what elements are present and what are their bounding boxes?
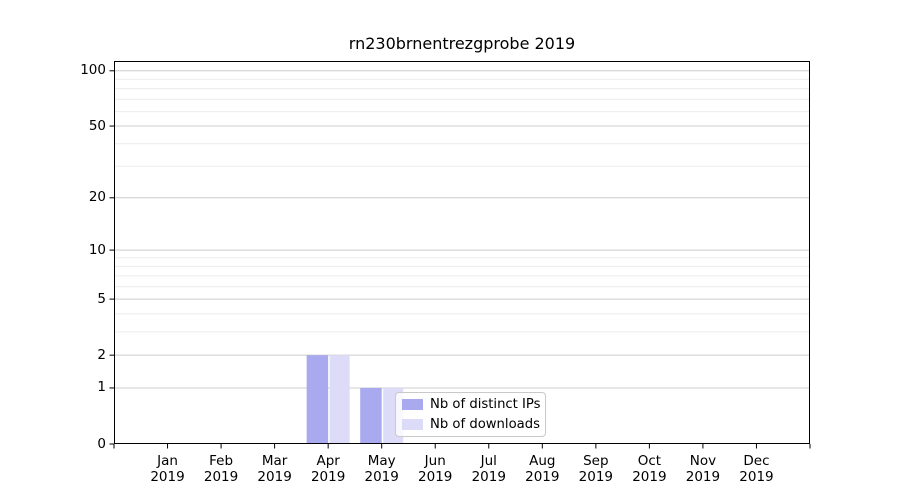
x-tick-year: 2019 xyxy=(257,469,292,485)
x-tick-label: Dec 2019 xyxy=(724,453,788,485)
legend-label-distinct-ips: Nb of distinct IPs xyxy=(430,397,541,413)
y-tick-label: 50 xyxy=(88,117,106,134)
x-tick-month: Aug xyxy=(529,453,556,469)
x-tick-year: 2019 xyxy=(739,469,774,485)
x-tick-year: 2019 xyxy=(471,469,506,485)
x-tick-label: Sep 2019 xyxy=(564,453,628,485)
x-tick-label: Jul 2019 xyxy=(457,453,521,485)
legend-swatch-distinct-ips xyxy=(402,399,423,411)
x-tick-label: Jun 2019 xyxy=(403,453,467,485)
x-tick-month: Nov xyxy=(689,453,717,469)
x-tick-year: 2019 xyxy=(632,469,667,485)
x-tick-year: 2019 xyxy=(203,469,239,485)
x-tick-month: Dec xyxy=(743,453,770,469)
x-tick-label: Oct 2019 xyxy=(617,453,681,485)
legend-item-downloads: Nb of downloads xyxy=(402,416,540,434)
x-tick-year: 2019 xyxy=(685,469,721,485)
x-tick-month: Feb xyxy=(209,453,234,469)
y-tick-label: 5 xyxy=(97,290,106,307)
bar-distinct-ips xyxy=(360,387,382,444)
x-tick-month: Mar xyxy=(261,453,288,469)
legend: Nb of distinct IPs Nb of downloads xyxy=(395,392,546,437)
y-tick-label: 1 xyxy=(97,379,106,396)
bar-distinct-ips xyxy=(306,355,329,444)
legend-label-downloads: Nb of downloads xyxy=(430,416,540,432)
bar-downloads xyxy=(329,355,350,444)
x-tick-month: Sep xyxy=(583,453,609,469)
plot-border xyxy=(114,61,810,444)
legend-item-distinct-ips: Nb of distinct IPs xyxy=(402,396,541,414)
x-tick-label: Nov 2019 xyxy=(671,453,735,485)
x-tick-year: 2019 xyxy=(418,469,453,485)
x-tick-year: 2019 xyxy=(150,469,185,485)
y-tick-label: 0 xyxy=(97,435,106,452)
x-tick-label: May 2019 xyxy=(350,453,414,485)
x-tick-label: Apr 2019 xyxy=(296,453,360,485)
x-tick-label: Feb 2019 xyxy=(189,453,253,485)
x-tick-label: Mar 2019 xyxy=(243,453,307,485)
y-tick-label: 100 xyxy=(80,62,106,79)
x-tick-month: Jan xyxy=(157,453,178,469)
y-tick-label: 10 xyxy=(88,241,106,258)
x-tick-year: 2019 xyxy=(578,469,614,485)
x-tick-year: 2019 xyxy=(364,469,399,485)
x-tick-month: Jul xyxy=(480,453,497,469)
x-tick-year: 2019 xyxy=(525,469,560,485)
x-tick-label: Aug 2019 xyxy=(510,453,574,485)
x-tick-month: Apr xyxy=(316,453,340,469)
legend-swatch-downloads xyxy=(402,418,423,430)
y-tick-label: 2 xyxy=(97,346,106,363)
x-tick-month: Jun xyxy=(424,453,446,469)
x-tick-label: Jan 2019 xyxy=(136,453,200,485)
x-tick-year: 2019 xyxy=(310,469,346,485)
chart-title: rn230brnentrezgprobe 2019 xyxy=(348,34,576,53)
y-tick-label: 20 xyxy=(88,189,106,206)
x-tick-month: Oct xyxy=(637,453,662,469)
x-tick-month: May xyxy=(367,453,396,469)
